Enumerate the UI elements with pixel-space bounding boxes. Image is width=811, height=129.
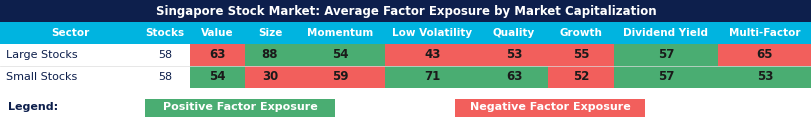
Text: Low Volatility: Low Volatility	[392, 28, 472, 38]
Text: 63: 63	[209, 49, 225, 62]
Bar	[294, 44, 384, 66]
Bar	[717, 66, 811, 88]
Text: 30: 30	[262, 71, 278, 83]
Bar	[294, 66, 384, 88]
Text: 88: 88	[261, 49, 278, 62]
Bar	[0, 22, 811, 44]
Bar	[245, 66, 294, 88]
Text: Dividend Yield: Dividend Yield	[623, 28, 708, 38]
Text: Small Stocks: Small Stocks	[6, 72, 77, 82]
Text: 58: 58	[158, 72, 172, 82]
Bar	[0, 66, 811, 88]
Text: Negative Factor Exposure: Negative Factor Exposure	[469, 103, 629, 112]
Text: Quality: Quality	[492, 28, 534, 38]
Bar	[384, 44, 479, 66]
Bar	[190, 66, 245, 88]
Text: Stocks: Stocks	[145, 28, 184, 38]
Text: 54: 54	[332, 49, 348, 62]
Bar	[0, 44, 811, 66]
Bar	[717, 44, 811, 66]
Text: 57: 57	[657, 49, 673, 62]
Text: Legend:: Legend:	[8, 103, 58, 112]
Text: Value: Value	[201, 28, 234, 38]
Bar	[0, 0, 811, 22]
Text: 59: 59	[332, 71, 348, 83]
Bar	[613, 44, 717, 66]
Bar	[547, 66, 613, 88]
Text: 54: 54	[209, 71, 225, 83]
Text: 57: 57	[657, 71, 673, 83]
Bar	[384, 66, 479, 88]
Text: Momentum: Momentum	[307, 28, 373, 38]
Text: 65: 65	[756, 49, 772, 62]
Text: Sector: Sector	[51, 28, 89, 38]
Bar	[613, 66, 717, 88]
Text: 55: 55	[572, 49, 589, 62]
Text: 53: 53	[756, 71, 772, 83]
Text: 52: 52	[572, 71, 589, 83]
Text: 71: 71	[424, 71, 440, 83]
Bar	[479, 44, 547, 66]
Bar	[190, 44, 245, 66]
Text: 53: 53	[505, 49, 521, 62]
Text: Size: Size	[258, 28, 282, 38]
Text: Singapore Stock Market: Average Factor Exposure by Market Capitalization: Singapore Stock Market: Average Factor E…	[156, 5, 655, 18]
Bar	[454, 99, 644, 116]
Text: 63: 63	[505, 71, 521, 83]
Text: 58: 58	[158, 50, 172, 60]
Bar	[145, 99, 335, 116]
Text: 43: 43	[424, 49, 440, 62]
Bar	[547, 44, 613, 66]
Bar	[479, 66, 547, 88]
Text: Positive Factor Exposure: Positive Factor Exposure	[162, 103, 317, 112]
Text: Large Stocks: Large Stocks	[6, 50, 78, 60]
Text: Multi-Factor: Multi-Factor	[728, 28, 800, 38]
Bar	[245, 44, 294, 66]
Text: Growth: Growth	[559, 28, 602, 38]
